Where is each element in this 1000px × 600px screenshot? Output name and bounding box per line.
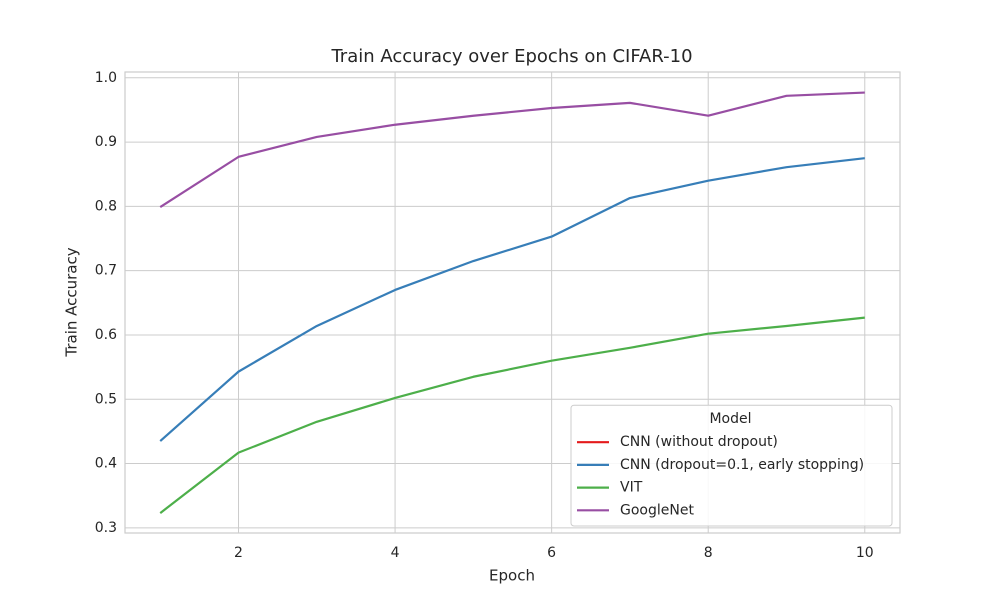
plot-frame xyxy=(124,71,901,534)
legend-box xyxy=(570,404,893,527)
legend-label: GoogleNet xyxy=(620,502,694,518)
series-line xyxy=(159,157,865,442)
x-axis-label: Epoch xyxy=(489,567,535,585)
x-tick-label: 2 xyxy=(234,545,243,561)
x-tick-label: 6 xyxy=(547,545,556,561)
y-axis-label: Train Accuracy xyxy=(63,247,81,357)
series-line xyxy=(159,91,865,208)
y-tick-label: 0.9 xyxy=(95,134,117,150)
legend-label: CNN (without dropout) xyxy=(620,434,778,450)
legend-label: CNN (dropout=0.1, early stopping) xyxy=(620,457,864,473)
y-tick-label: 0.8 xyxy=(95,198,117,214)
legend-title: Model xyxy=(709,411,751,427)
series-line xyxy=(159,316,865,514)
y-tick-label: 0.5 xyxy=(95,391,117,407)
chart-title: Train Accuracy over Epochs on CIFAR-10 xyxy=(330,46,692,67)
legend-label: VIT xyxy=(620,480,643,496)
y-tick-label: 0.3 xyxy=(95,520,117,536)
y-tick-label: 0.6 xyxy=(95,327,117,343)
x-tick-label: 10 xyxy=(856,545,874,561)
y-tick-label: 1.0 xyxy=(95,70,117,86)
x-tick-label: 8 xyxy=(704,545,713,561)
x-tick-label: 4 xyxy=(391,545,400,561)
legend: Model CNN (without dropout) CNN (dropout=0… xyxy=(570,404,893,527)
y-tick-label: 0.4 xyxy=(95,456,117,472)
y-tick-label: 0.7 xyxy=(95,263,117,279)
